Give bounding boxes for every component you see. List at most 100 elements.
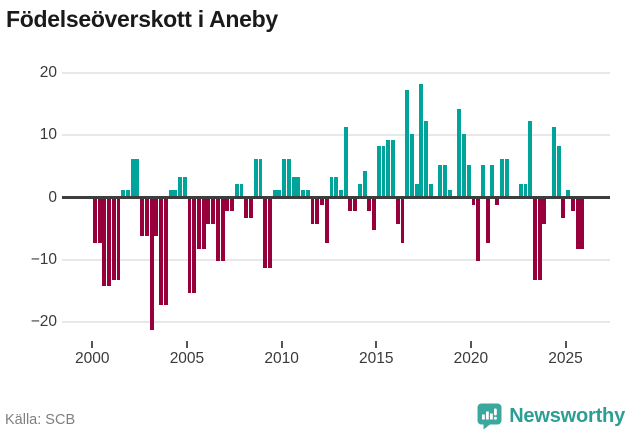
bar-negative <box>220 199 225 262</box>
bar-negative <box>542 199 547 224</box>
x-axis-tick <box>469 341 472 348</box>
gridline <box>62 134 610 137</box>
x-axis-tick-label: 2020 <box>453 350 489 367</box>
bar-negative <box>102 199 107 287</box>
bar-positive <box>130 158 135 196</box>
y-axis-tick-label: −10 <box>30 250 57 268</box>
bar-negative <box>144 199 149 237</box>
bar-positive <box>334 177 339 196</box>
x-axis-tick-label: 2005 <box>169 350 205 367</box>
x-axis-tick <box>91 341 94 348</box>
bar-negative <box>485 199 490 243</box>
bar-negative <box>495 199 500 206</box>
gridline <box>62 258 610 261</box>
bar-positive <box>518 183 523 196</box>
gridline <box>62 321 610 324</box>
bar-positive <box>386 139 391 196</box>
bar-positive <box>376 146 381 196</box>
bar-positive <box>296 177 301 196</box>
bar-positive <box>462 133 466 196</box>
bar-positive <box>447 189 452 196</box>
zero-axis-line <box>62 196 610 199</box>
bar-positive <box>409 133 414 196</box>
bar-positive <box>178 177 182 196</box>
bar-negative <box>533 199 537 281</box>
bar-positive <box>424 121 429 196</box>
bar-positive <box>362 171 367 196</box>
bar-negative <box>263 199 268 268</box>
bar-negative <box>471 199 476 206</box>
bar-positive <box>490 164 495 196</box>
bar-negative <box>395 199 400 224</box>
bar-negative <box>476 199 481 262</box>
bar-positive <box>504 158 509 196</box>
bar-negative <box>353 199 358 212</box>
chart-title: Födelseöverskott i Aneby <box>6 6 278 32</box>
bar-positive <box>277 189 282 196</box>
bar-positive <box>135 158 140 196</box>
bar-negative <box>163 199 168 306</box>
bar-negative <box>315 199 320 224</box>
bar-negative <box>570 199 575 212</box>
bar-positive <box>234 183 239 196</box>
x-axis-tick <box>375 341 378 348</box>
brand-logo: Newsworthy <box>477 403 625 430</box>
speech-bubble-shape <box>477 403 502 430</box>
gridline <box>62 71 610 74</box>
bar-positive <box>329 177 334 196</box>
bar-positive <box>528 121 533 196</box>
bar-negative <box>320 199 324 206</box>
bar-positive <box>466 164 471 196</box>
bar-positive <box>286 158 291 196</box>
bar-negative <box>92 199 97 243</box>
bar-positive <box>121 189 126 196</box>
bar-positive <box>428 183 433 196</box>
bar-positive <box>499 158 504 196</box>
bar-positive <box>305 189 310 196</box>
x-axis-tick-label: 2010 <box>264 350 299 367</box>
bar-positive <box>338 189 343 196</box>
bar-negative <box>348 199 353 212</box>
y-axis-tick-label: −20 <box>30 313 57 331</box>
bar-negative <box>580 199 585 249</box>
bar-negative <box>116 199 121 281</box>
bar-negative <box>215 199 220 262</box>
bar-negative <box>367 199 372 212</box>
y-axis-tick-label: 20 <box>39 63 57 81</box>
bar-negative <box>268 199 272 268</box>
bar-positive <box>523 183 528 196</box>
x-axis-tick <box>185 341 188 348</box>
bar-negative <box>107 199 111 287</box>
bar-negative <box>575 199 580 249</box>
brand-name: Newsworthy <box>509 405 625 427</box>
bar-positive <box>391 139 395 196</box>
bar-negative <box>537 199 542 281</box>
x-axis-tick-label: 2000 <box>75 350 110 367</box>
x-axis-tick-label: 2015 <box>359 350 394 367</box>
bar-positive <box>457 108 462 196</box>
newsworthy-icon <box>477 403 502 430</box>
bar-positive <box>443 164 447 196</box>
bar-positive <box>291 177 296 196</box>
bar-negative <box>324 199 329 243</box>
bar-positive <box>566 189 571 196</box>
bar-negative <box>187 199 192 293</box>
bar-positive <box>301 189 306 196</box>
bar-negative <box>154 199 159 237</box>
bar-positive <box>173 189 178 196</box>
bar-negative <box>310 199 315 224</box>
bar-positive <box>126 189 130 196</box>
bar-positive <box>556 146 561 196</box>
bar-positive <box>282 158 287 196</box>
bar-negative <box>197 199 201 249</box>
bar-negative <box>206 199 211 224</box>
bar-negative <box>211 199 216 224</box>
bar-negative <box>244 199 249 218</box>
source-label: Källa: SCB <box>5 412 76 428</box>
bar-negative <box>192 199 197 293</box>
bar-positive <box>414 183 419 196</box>
bar-positive <box>253 158 258 196</box>
bar-positive <box>168 189 173 196</box>
bar-positive <box>419 83 424 196</box>
bar-positive <box>551 127 556 196</box>
